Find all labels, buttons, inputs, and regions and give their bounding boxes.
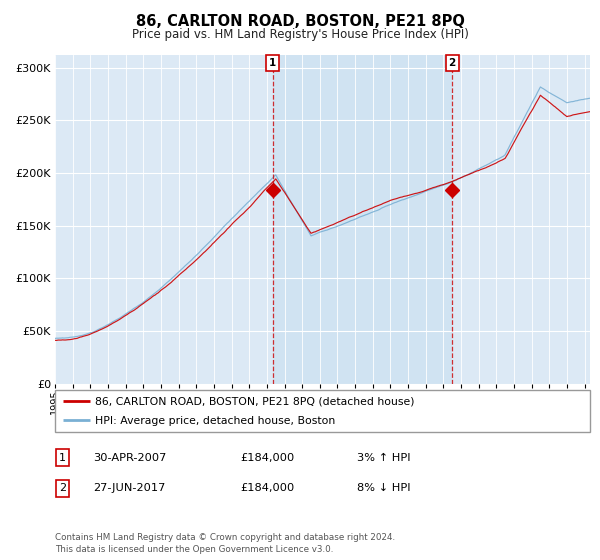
Text: 1: 1 (269, 58, 277, 68)
Text: 86, CARLTON ROAD, BOSTON, PE21 8PQ (detached house): 86, CARLTON ROAD, BOSTON, PE21 8PQ (deta… (95, 396, 415, 407)
Text: 2: 2 (449, 58, 456, 68)
Text: HPI: Average price, detached house, Boston: HPI: Average price, detached house, Bost… (95, 416, 335, 426)
Text: 30-APR-2007: 30-APR-2007 (93, 452, 166, 463)
Text: 27-JUN-2017: 27-JUN-2017 (93, 483, 166, 493)
Text: Price paid vs. HM Land Registry's House Price Index (HPI): Price paid vs. HM Land Registry's House … (131, 28, 469, 41)
Bar (273, 55, 452, 384)
Text: 2: 2 (59, 483, 66, 493)
Text: 86, CARLTON ROAD, BOSTON, PE21 8PQ: 86, CARLTON ROAD, BOSTON, PE21 8PQ (136, 14, 464, 29)
Text: £184,000: £184,000 (240, 483, 294, 493)
Text: 8% ↓ HPI: 8% ↓ HPI (357, 483, 410, 493)
Text: 3% ↑ HPI: 3% ↑ HPI (357, 452, 410, 463)
Text: Contains HM Land Registry data © Crown copyright and database right 2024.
This d: Contains HM Land Registry data © Crown c… (55, 533, 395, 554)
Text: 1: 1 (59, 452, 66, 463)
FancyBboxPatch shape (55, 390, 590, 432)
Text: £184,000: £184,000 (240, 452, 294, 463)
